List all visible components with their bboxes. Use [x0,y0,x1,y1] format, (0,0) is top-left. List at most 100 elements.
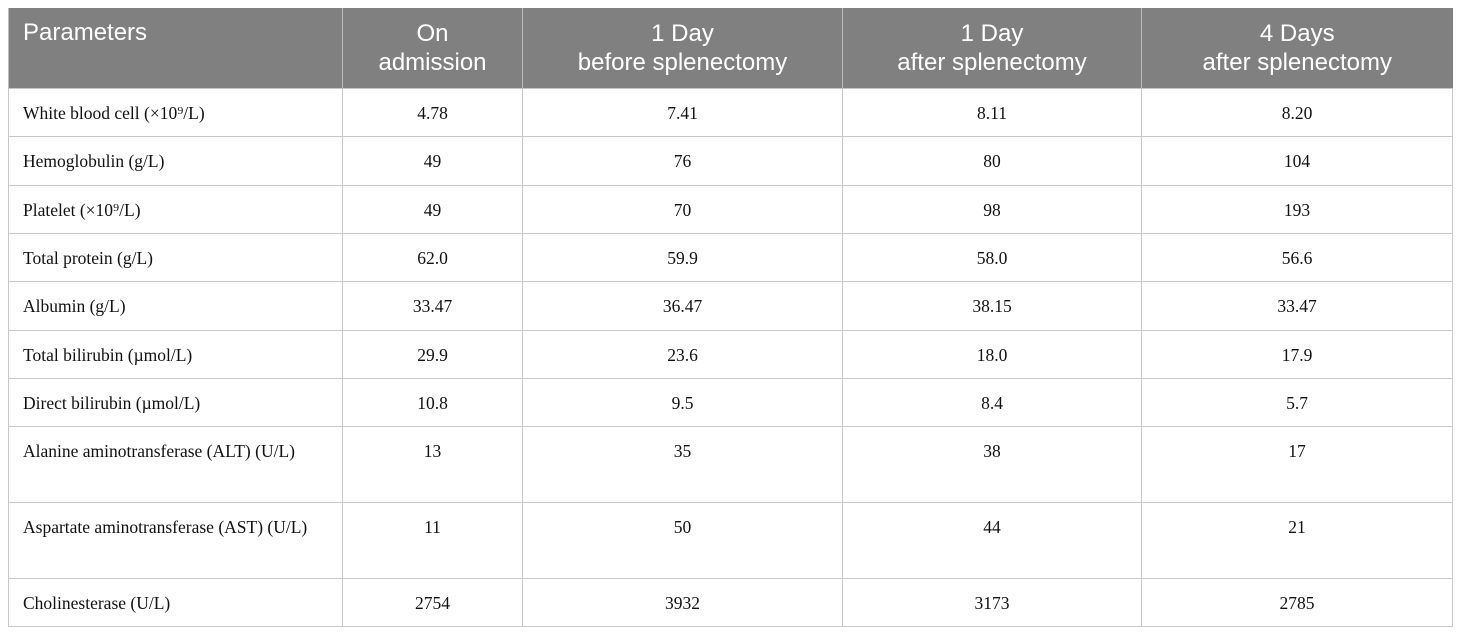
table-row: Albumin (g/L) 33.47 36.47 38.15 33.47 [8,281,1453,331]
row-label: Total protein (g/L) [23,248,153,268]
value-cell: 56.6 [1141,233,1453,282]
row-label-cell: Alanine aminotransferase (ALT) (U/L) [8,426,343,503]
row-label-cell: Total protein (g/L) [8,233,343,282]
cell-value: 5.7 [1286,393,1308,413]
cell-value: 21 [1288,517,1306,537]
cell-value: 33.47 [1277,296,1317,316]
value-cell: 70 [522,185,843,234]
header-cell: 1 Day before splenectomy [522,8,843,89]
value-cell: 35 [522,426,843,503]
header-text: On [416,20,449,47]
value-cell: 2785 [1141,578,1453,627]
cell-value: 10.8 [417,393,448,413]
value-cell: 59.9 [522,233,843,282]
header-cell: 4 Days after splenectomy [1141,8,1453,89]
cell-value: 76 [673,151,692,171]
cell-value: 35 [673,441,692,461]
value-cell: 58.0 [842,233,1142,282]
value-cell: 23.6 [522,330,843,379]
row-label-cell: Platelet (×10⁹/L) [8,185,343,234]
value-cell: 5.7 [1141,378,1453,427]
cell-value: 59.9 [667,248,698,268]
row-label: Aspartate aminotransferase (AST) (U/L) [23,517,308,537]
header-text: 4 Days [1259,20,1335,47]
cell-value: 29.9 [417,345,448,365]
cell-value: 8.20 [1281,103,1313,123]
value-cell: 36.47 [522,281,843,331]
value-cell: 2754 [342,578,523,627]
cell-value: 44 [983,517,1001,537]
value-cell: 49 [342,136,523,186]
row-label: Hemoglobulin (g/L) [23,151,165,171]
cell-value: 62.0 [417,248,448,268]
table-body: White blood cell (×10⁹/L) 4.78 7.41 8.11 8.2… [8,88,1453,627]
cell-value: 11 [424,517,441,537]
value-cell: 18.0 [842,330,1142,379]
value-cell: 8.4 [842,378,1142,427]
value-cell: 21 [1141,502,1453,579]
table-row: Platelet (×10⁹/L) 49 70 98 193 [8,185,1453,234]
row-label-cell: Direct bilirubin (µmol/L) [8,378,343,427]
table-row: Aspartate aminotransferase (AST) (U/L) 11… [8,502,1453,579]
row-label: Total bilirubin (µmol/L) [23,345,193,365]
table-row: Direct bilirubin (µmol/L) 10.8 9.5 8.4 5.7 [8,378,1453,427]
cell-value: 23.6 [667,345,698,365]
cell-value: 38.15 [972,296,1012,316]
value-cell: 8.20 [1141,88,1453,137]
row-label-cell: White blood cell (×10⁹/L) [8,88,343,137]
value-cell: 38 [842,426,1142,503]
cell-value: 17 [1288,441,1306,461]
cell-value: 98 [983,200,1001,220]
row-label: Platelet (×10⁹/L) [23,200,141,220]
row-label-cell: Total bilirubin (µmol/L) [8,330,343,379]
cell-value: 80 [983,151,1001,171]
header-row: Parameters On admission 1 Day before splenec… [8,8,1453,89]
cell-value: 2785 [1279,593,1315,613]
cell-value: 4.78 [417,103,448,123]
header-cell: On admission [342,8,523,89]
value-cell: 98 [842,185,1142,234]
cell-value: 7.41 [667,103,698,123]
cell-value: 70 [673,200,692,220]
cell-value: 104 [1283,151,1311,171]
value-cell: 3932 [522,578,843,627]
header-text: 1 Day [651,20,714,47]
cell-value: 33.47 [412,296,453,316]
row-label: Albumin (g/L) [23,296,126,316]
table-row: Cholinesterase (U/L) 2754 3932 3173 2785 [8,578,1453,627]
header-cell: Parameters [8,8,343,89]
row-label-cell: Cholinesterase (U/L) [8,578,343,627]
cell-value: 193 [1283,200,1311,220]
cell-value: 56.6 [1281,248,1313,268]
header-text: 1 Day [960,20,1024,47]
header-text: Parameters [23,19,148,46]
value-cell: 62.0 [342,233,523,282]
cell-value: 38 [983,441,1001,461]
value-cell: 11 [342,502,523,579]
row-label: Cholinesterase (U/L) [23,593,171,613]
table-row: Hemoglobulin (g/L) 49 76 80 104 [8,136,1453,186]
header-text: before splenectomy [577,49,788,76]
cell-value: 17.9 [1281,345,1313,365]
cell-value: 3173 [974,593,1010,613]
value-cell: 8.11 [842,88,1142,137]
cell-value: 18.0 [976,345,1008,365]
header-text: after splenectomy [897,49,1087,76]
value-cell: 17.9 [1141,330,1453,379]
value-cell: 7.41 [522,88,843,137]
cell-value: 13 [423,441,442,461]
value-cell: 3173 [842,578,1142,627]
table-row: Total bilirubin (µmol/L) 29.9 23.6 18.0 17.9 [8,330,1453,379]
value-cell: 33.47 [1141,281,1453,331]
cell-value: 50 [673,517,692,537]
row-label: Alanine aminotransferase (ALT) (U/L) [23,441,295,461]
value-cell: 50 [522,502,843,579]
value-cell: 80 [842,136,1142,186]
value-cell: 29.9 [342,330,523,379]
value-cell: 13 [342,426,523,503]
value-cell: 9.5 [522,378,843,427]
cell-value: 2754 [415,593,450,613]
value-cell: 44 [842,502,1142,579]
cell-value: 49 [423,200,442,220]
row-label: Direct bilirubin (µmol/L) [23,393,201,413]
